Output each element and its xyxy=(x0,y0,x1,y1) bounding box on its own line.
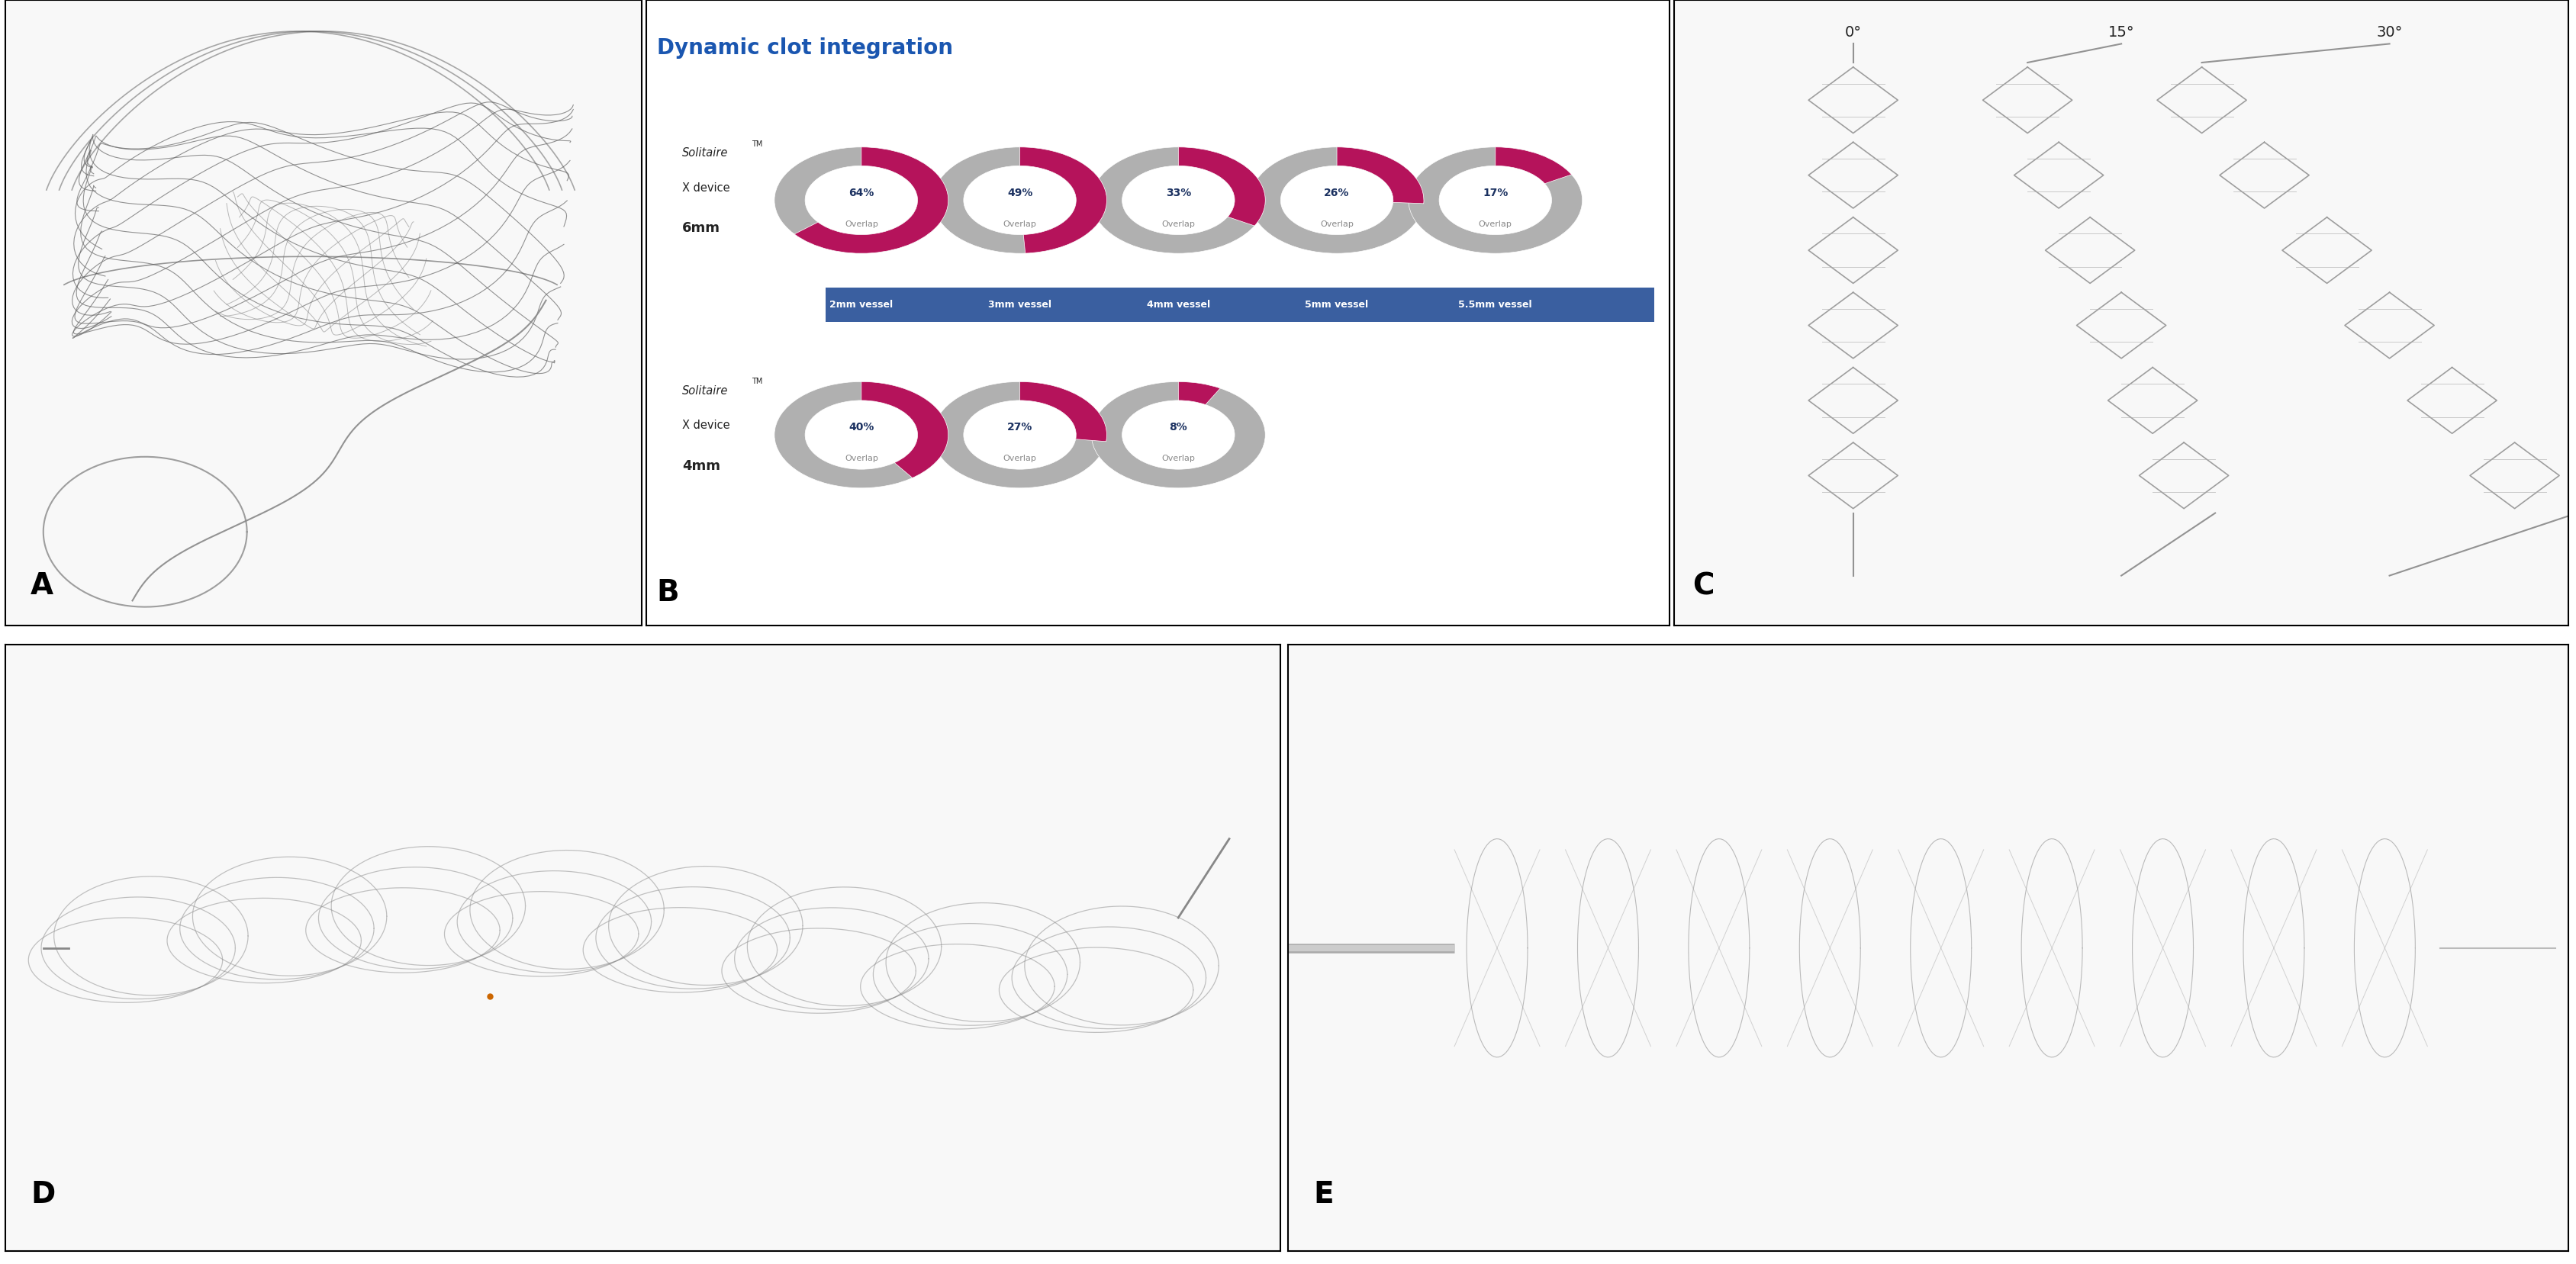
Text: TM: TM xyxy=(752,378,762,386)
Text: E: E xyxy=(1314,1179,1334,1208)
Text: Overlap: Overlap xyxy=(1002,455,1036,463)
Text: C: C xyxy=(1692,571,1713,600)
FancyBboxPatch shape xyxy=(824,288,1654,322)
Wedge shape xyxy=(933,147,1108,253)
Text: 64%: 64% xyxy=(848,187,873,198)
Wedge shape xyxy=(1337,147,1425,204)
Wedge shape xyxy=(1177,147,1265,226)
Text: Overlap: Overlap xyxy=(1162,455,1195,463)
Wedge shape xyxy=(1092,382,1265,488)
Text: 4mm vessel: 4mm vessel xyxy=(1146,300,1211,310)
Wedge shape xyxy=(1092,147,1265,253)
Text: X device: X device xyxy=(683,420,729,431)
Text: X device: X device xyxy=(683,182,729,193)
Wedge shape xyxy=(1177,382,1221,404)
Text: A: A xyxy=(31,571,54,600)
Wedge shape xyxy=(775,382,948,488)
Wedge shape xyxy=(1409,147,1582,253)
Wedge shape xyxy=(793,147,948,253)
Text: B: B xyxy=(657,578,680,607)
Wedge shape xyxy=(933,382,1108,488)
Text: 8%: 8% xyxy=(1170,422,1188,432)
Text: 4mm: 4mm xyxy=(683,459,721,473)
Text: Solitaire: Solitaire xyxy=(683,386,729,397)
Text: 0°: 0° xyxy=(1844,25,1862,39)
Text: 30°: 30° xyxy=(2378,25,2403,39)
Text: TM: TM xyxy=(752,140,762,148)
Wedge shape xyxy=(1020,382,1108,441)
Text: 2mm vessel: 2mm vessel xyxy=(829,300,894,310)
Wedge shape xyxy=(860,382,948,478)
Text: 26%: 26% xyxy=(1324,187,1350,198)
Text: 33%: 33% xyxy=(1167,187,1190,198)
Text: 15°: 15° xyxy=(2107,25,2136,39)
Text: Overlap: Overlap xyxy=(845,455,878,463)
Text: Dynamic clot integration: Dynamic clot integration xyxy=(657,38,953,59)
Wedge shape xyxy=(775,147,948,253)
Wedge shape xyxy=(1497,147,1571,183)
Text: 3mm vessel: 3mm vessel xyxy=(989,300,1051,310)
Wedge shape xyxy=(1020,147,1108,253)
Text: Overlap: Overlap xyxy=(1002,220,1036,228)
Text: Solitaire: Solitaire xyxy=(683,148,729,159)
Text: Overlap: Overlap xyxy=(1319,220,1352,228)
Text: 5mm vessel: 5mm vessel xyxy=(1306,300,1368,310)
Wedge shape xyxy=(1249,147,1425,253)
Text: Overlap: Overlap xyxy=(1479,220,1512,228)
Text: Overlap: Overlap xyxy=(1162,220,1195,228)
Text: 5.5mm vessel: 5.5mm vessel xyxy=(1458,300,1533,310)
Text: 40%: 40% xyxy=(848,422,873,432)
Text: 27%: 27% xyxy=(1007,422,1033,432)
Text: D: D xyxy=(31,1179,54,1208)
Text: 17%: 17% xyxy=(1484,187,1507,198)
Text: 6mm: 6mm xyxy=(683,221,721,235)
Text: Overlap: Overlap xyxy=(845,220,878,228)
Text: 49%: 49% xyxy=(1007,187,1033,198)
